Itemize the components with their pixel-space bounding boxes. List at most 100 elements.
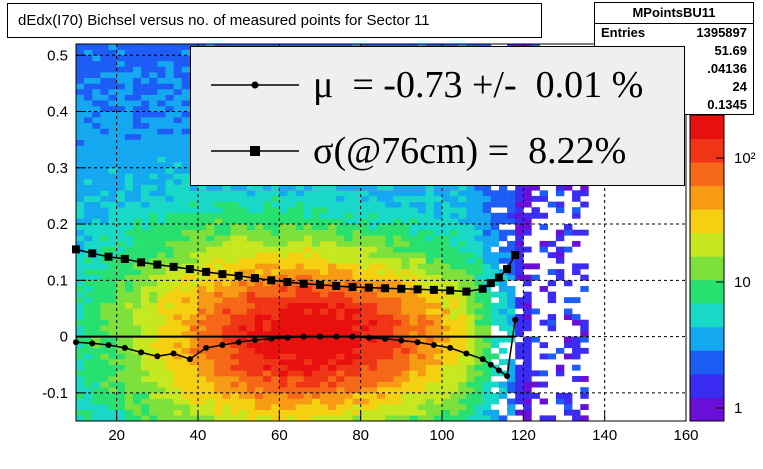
heatmap-cell bbox=[76, 280, 85, 287]
heatmap-cell bbox=[263, 212, 272, 219]
heatmap-cell bbox=[222, 302, 231, 309]
heatmap-cell bbox=[474, 274, 483, 281]
heatmap-cell bbox=[173, 331, 182, 337]
heatmap-cell bbox=[108, 235, 117, 242]
heatmap-cell bbox=[490, 263, 500, 270]
heatmap-cell bbox=[572, 415, 581, 422]
heatmap-cell bbox=[320, 302, 329, 309]
heatmap-cell bbox=[92, 195, 101, 202]
heatmap-cell bbox=[474, 297, 483, 304]
heatmap-cell bbox=[84, 347, 93, 354]
heatmap-cell bbox=[393, 409, 402, 416]
heatmap-cell bbox=[108, 364, 117, 371]
heatmap-cell bbox=[539, 246, 548, 253]
heatmap-cell bbox=[433, 404, 443, 410]
heatmap-cell bbox=[368, 387, 378, 394]
heatmap-cell bbox=[198, 415, 207, 422]
heatmap-cell bbox=[100, 167, 109, 174]
heatmap-cell bbox=[368, 274, 378, 281]
heatmap-cell bbox=[433, 297, 443, 304]
heatmap-cell bbox=[181, 291, 191, 298]
heatmap-cell bbox=[214, 392, 223, 399]
heatmap-cell bbox=[279, 347, 288, 354]
heatmap-cell bbox=[100, 218, 109, 225]
heatmap-cell bbox=[344, 308, 353, 315]
heatmap-cell bbox=[360, 269, 370, 275]
heatmap-cell bbox=[149, 229, 158, 236]
heatmap-cell bbox=[368, 347, 378, 354]
heatmap-cell bbox=[124, 145, 134, 152]
heatmap-cell bbox=[141, 319, 150, 326]
heatmap-cell bbox=[84, 100, 93, 107]
heatmap-cell bbox=[320, 235, 329, 242]
heatmap-cell bbox=[189, 257, 199, 264]
heatmap-cell bbox=[320, 190, 329, 197]
heatmap-cell bbox=[108, 331, 117, 337]
heatmap-cell bbox=[564, 297, 573, 304]
heatmap-cell bbox=[198, 252, 207, 259]
heatmap-cell bbox=[450, 392, 459, 399]
heatmap-cell bbox=[442, 404, 451, 410]
heatmap-cell bbox=[246, 347, 256, 354]
heatmap-cell bbox=[474, 212, 483, 219]
heatmap-cell bbox=[124, 291, 134, 298]
heatmap-cell bbox=[328, 353, 337, 360]
heatmap-cell bbox=[328, 302, 337, 309]
heatmap-cell bbox=[230, 184, 239, 191]
heatmap-cell bbox=[198, 370, 207, 377]
heatmap-cell bbox=[498, 286, 508, 292]
heatmap-cell bbox=[124, 398, 134, 405]
heatmap-cell bbox=[108, 252, 117, 259]
heatmap-cell bbox=[458, 325, 467, 332]
heatmap-cell bbox=[214, 224, 223, 230]
heatmap-cell bbox=[92, 269, 101, 275]
heatmap-cell bbox=[352, 190, 361, 197]
heatmap-cell bbox=[328, 387, 337, 394]
heatmap-cell bbox=[189, 392, 199, 399]
heatmap-cell bbox=[181, 331, 191, 337]
heatmap-cell bbox=[165, 218, 174, 225]
heatmap-cell bbox=[311, 229, 321, 236]
heatmap-cell bbox=[157, 364, 166, 371]
heatmap-cell bbox=[206, 392, 215, 399]
heatmap-cell bbox=[189, 269, 199, 275]
heatmap-cell bbox=[271, 381, 280, 388]
heatmap-cell bbox=[352, 246, 361, 253]
heatmap-cell bbox=[360, 184, 370, 191]
heatmap-cell bbox=[76, 229, 85, 236]
heatmap-cell bbox=[76, 122, 85, 129]
heatmap-cell bbox=[482, 190, 492, 197]
heatmap-cell bbox=[157, 302, 166, 309]
heatmap-cell bbox=[425, 387, 435, 394]
heatmap-cell bbox=[100, 297, 109, 304]
heatmap-cell bbox=[149, 246, 158, 253]
heatmap-cell bbox=[214, 229, 223, 236]
heatmap-cell bbox=[564, 392, 573, 399]
heatmap-cell bbox=[132, 162, 142, 169]
heatmap-cell bbox=[458, 195, 467, 202]
heatmap-cell bbox=[100, 83, 109, 90]
heatmap-cell bbox=[165, 370, 174, 377]
heatmap-cell bbox=[450, 224, 459, 230]
heatmap-cell bbox=[206, 353, 215, 360]
heatmap-cell bbox=[230, 342, 239, 349]
heatmap-cell bbox=[92, 291, 101, 298]
heatmap-cell bbox=[124, 139, 134, 146]
heatmap-cell bbox=[230, 314, 239, 320]
heatmap-cell bbox=[474, 415, 483, 422]
heatmap-cell bbox=[385, 195, 394, 202]
heatmap-cell bbox=[157, 167, 166, 174]
heatmap-cell bbox=[433, 291, 443, 298]
heatmap-cell bbox=[263, 381, 272, 388]
heatmap-cell bbox=[507, 207, 516, 214]
heatmap-cell bbox=[490, 398, 500, 405]
heatmap-cell bbox=[442, 353, 451, 360]
heatmap-cell bbox=[124, 336, 134, 343]
heatmap-cell bbox=[328, 274, 337, 281]
heatmap-cell bbox=[108, 274, 117, 281]
colorbar-cell bbox=[690, 350, 724, 375]
heatmap-cell bbox=[385, 207, 394, 214]
heatmap-cell bbox=[214, 387, 223, 394]
heatmap-cell bbox=[84, 229, 93, 236]
heatmap-cell bbox=[108, 308, 117, 315]
